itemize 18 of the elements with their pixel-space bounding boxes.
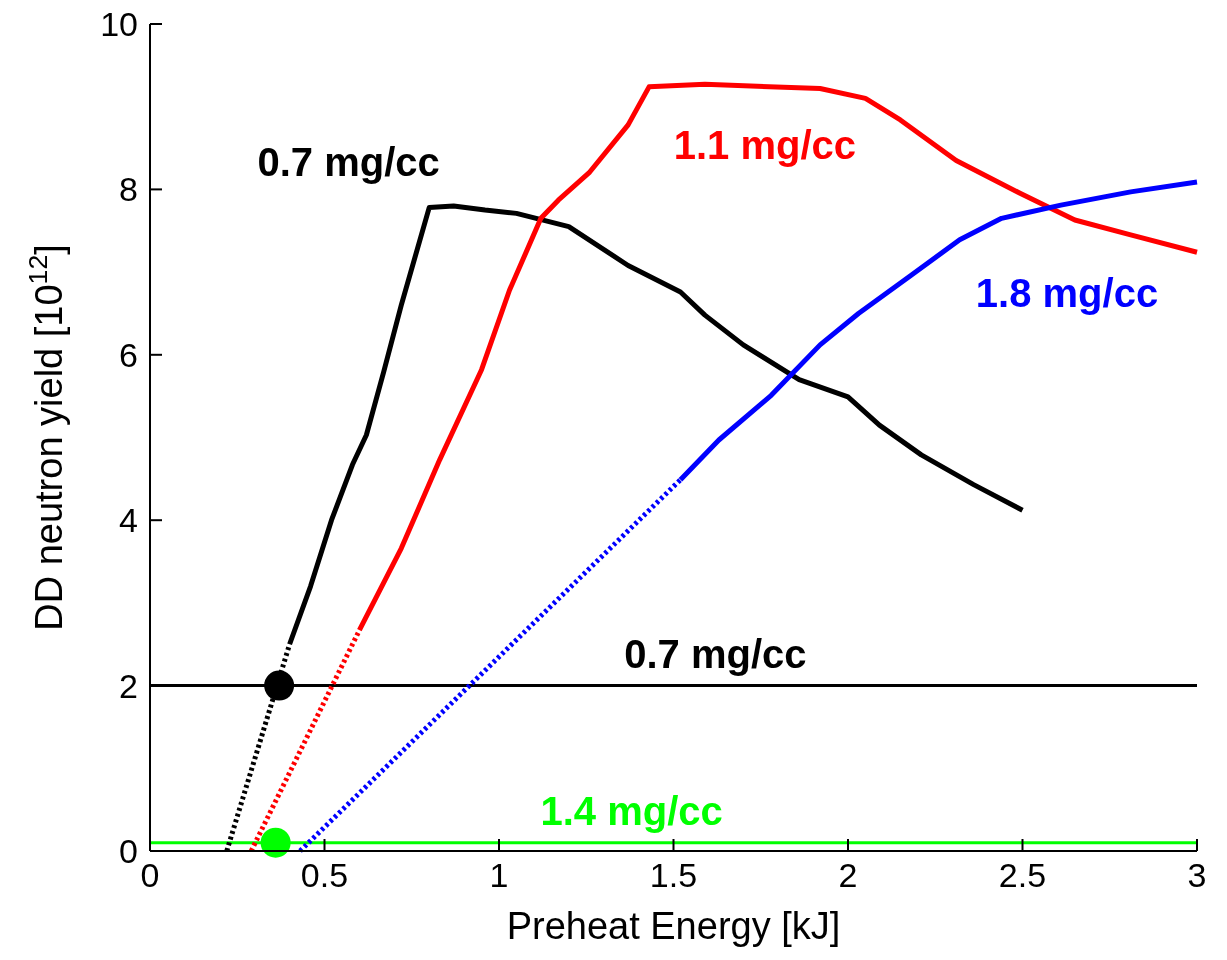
series-label: 1.1 mg/cc <box>673 123 857 168</box>
y-tick-label: 0 <box>119 832 138 870</box>
series-label: 0.7 mg/cc <box>257 139 440 184</box>
ref-line-label: 1.4 mg/cc <box>540 788 723 833</box>
x-tick-label: 2.5 <box>998 856 1047 894</box>
x-axis-title: Preheat Energy [kJ] <box>506 905 841 947</box>
y-tick-label: 10 <box>100 5 138 43</box>
ref-line-label: 0.7 mg/cc <box>624 631 807 676</box>
y-tick-label: 8 <box>119 170 138 209</box>
x-tick-label: 1.5 <box>649 856 698 894</box>
x-tick-label: 2 <box>838 856 858 894</box>
x-tick-label: 1 <box>489 856 509 894</box>
series-label: 1.8 mg/cc <box>975 270 1159 315</box>
y-tick-label: 2 <box>119 666 138 705</box>
x-tick-label: 3 <box>1187 856 1207 894</box>
y-tick-label: 6 <box>119 335 138 374</box>
y-tick-label: 4 <box>119 501 138 540</box>
x-tick-label: 0.5 <box>300 856 349 894</box>
